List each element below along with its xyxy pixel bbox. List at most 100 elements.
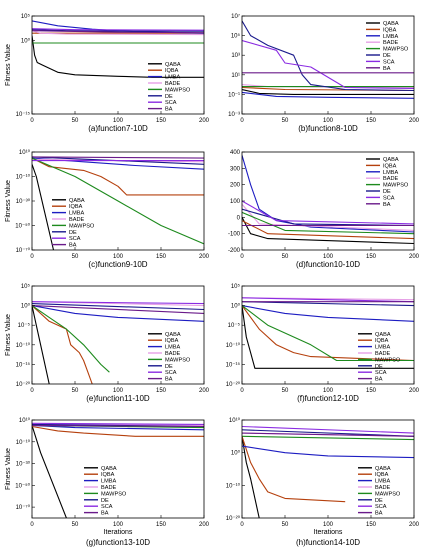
y-tick-label: 10⁻³⁰: [16, 461, 31, 468]
legend-label: MAWPSO: [101, 491, 127, 497]
legend-label: IQBA: [383, 27, 397, 33]
legend-label: IQBA: [101, 472, 115, 478]
y-tick-label: 10⁻¹⁰: [16, 342, 31, 349]
series-line-ba: [32, 156, 204, 159]
legend-label: BA: [383, 202, 391, 208]
series-line-qaba: [32, 305, 50, 384]
x-tick-label: 150: [156, 118, 167, 124]
x-tick-label: 200: [409, 254, 420, 260]
legend-label: LMBA: [375, 345, 391, 351]
legend-label: LMBA: [165, 345, 181, 351]
x-tick-label: 0: [30, 522, 34, 528]
series-line-lmba: [32, 305, 204, 322]
legend-label: MAWPSO: [383, 47, 409, 53]
series-line-bade: [242, 203, 414, 231]
series-line-iqba: [32, 157, 204, 196]
legend-label: SCA: [383, 195, 395, 201]
y-tick-label: 10⁻¹⁰: [226, 342, 241, 349]
y-tick-label: 10⁻²⁰: [226, 381, 241, 388]
legend-label: BADE: [375, 485, 391, 491]
y-tick-label: 10⁰: [231, 303, 241, 310]
y-axis-title: Fitness Value: [5, 314, 12, 356]
series-group: [32, 301, 204, 384]
x-tick-label: 150: [366, 522, 377, 528]
x-tick-label: 100: [113, 118, 124, 124]
series-line-de: [32, 303, 204, 311]
series-line-ba: [32, 305, 204, 314]
panel-caption: (e)function11-10D: [86, 394, 150, 403]
series-group: [242, 297, 414, 369]
legend-label: SCA: [165, 370, 177, 376]
series-line-qaba: [32, 164, 55, 250]
x-tick-label: 200: [199, 388, 210, 394]
x-tick-label: 0: [30, 388, 34, 394]
series-line-lmba: [242, 91, 414, 99]
x-tick-label: 50: [282, 388, 289, 394]
y-tick-label: 10⁵: [231, 283, 241, 290]
series-line-qaba: [32, 35, 204, 78]
x-tick-label: 100: [113, 388, 124, 394]
x-tick-label: 50: [282, 522, 289, 528]
y-tick-label: 10¹⁰: [19, 417, 31, 424]
legend-label: BA: [383, 66, 391, 72]
y-tick-label: 10⁻¹⁰: [226, 482, 241, 489]
legend-label: LMBA: [375, 479, 391, 485]
series-line-qaba: [32, 425, 67, 518]
y-tick-label: 10⁻⁵⁰: [15, 223, 30, 230]
legend-label: QABA: [165, 332, 181, 338]
y-tick-label: 10⁻⁷⁰: [16, 247, 31, 254]
series-group: [242, 155, 414, 245]
y-tick-label: 300: [230, 166, 241, 172]
legend-label: BADE: [383, 40, 399, 46]
legend-label: QABA: [69, 198, 85, 204]
chart-panel-7: 0 50 100 150 200 10¹⁰ 10⁻¹⁰ 10⁻³⁰ 10⁻⁵⁰ 10⁻⁷⁰ Fitn…: [5, 417, 210, 547]
legend-label: IQBA: [383, 163, 397, 169]
legend-label: MAWPSO: [375, 357, 401, 363]
y-tick-label: 10⁻²⁰: [16, 381, 31, 388]
legend-label: MAWPSO: [375, 491, 401, 497]
x-tick-label: 50: [282, 254, 289, 260]
y-tick-label: -200: [228, 248, 241, 254]
x-axis-title: Iterations: [314, 529, 343, 536]
panel-caption: (c)function9-10D: [88, 260, 147, 269]
x-tick-label: 150: [366, 388, 377, 394]
series-line-sca: [242, 200, 414, 225]
series-line-sca: [32, 422, 204, 425]
series-group: [32, 20, 204, 78]
legend-label: QABA: [383, 157, 399, 163]
legend-label: DE: [101, 498, 109, 504]
panel-caption: (b)function8-10D: [298, 124, 358, 133]
legend-label: DE: [383, 189, 391, 195]
series-line-lmba: [242, 445, 414, 459]
series-line-sca: [242, 297, 414, 303]
panel-caption: (h)function14-10D: [296, 538, 360, 547]
panel-caption: (f)function12-10D: [297, 394, 359, 403]
y-tick-label: 10⁻¹⁰: [16, 439, 31, 446]
x-tick-label: 200: [199, 254, 210, 260]
y-tick-label: 10⁻⁵: [228, 322, 241, 329]
chart-panel-2: 0 50 100 150 200 10⁷ 10⁵ 10³ 10¹ 10⁻¹ 10⁻³ (b)funct…: [228, 13, 420, 133]
legend-label: LMBA: [69, 211, 85, 217]
legend-label: LMBA: [383, 34, 399, 40]
series-line-ba: [32, 424, 204, 428]
legend-label: IQBA: [165, 338, 179, 344]
chart-panel-1: 0 50 100 150 200 10⁵ 10⁰ 10⁻¹⁵ Fitness Value (a)f…: [5, 13, 210, 133]
series-line-iqba: [242, 436, 346, 503]
y-tick-label: 10⁵: [21, 13, 31, 20]
series-line-lmba: [242, 155, 414, 233]
legend-label: QABA: [375, 332, 391, 338]
x-tick-label: 50: [282, 118, 289, 124]
x-tick-label: 0: [240, 522, 244, 528]
series-line-qaba: [242, 88, 414, 95]
legend-label: SCA: [375, 504, 387, 510]
series-line-mawpso: [32, 157, 204, 245]
chart-panel-6: 0 50 100 150 200 10⁵ 10⁰ 10⁻⁵ 10⁻¹⁰ 10⁻¹⁵ 10⁻²⁰ (f)…: [226, 283, 420, 403]
legend-label: MAWPSO: [383, 183, 409, 189]
y-tick-label: 10⁻⁷⁰: [16, 504, 31, 511]
x-tick-label: 200: [409, 388, 420, 394]
